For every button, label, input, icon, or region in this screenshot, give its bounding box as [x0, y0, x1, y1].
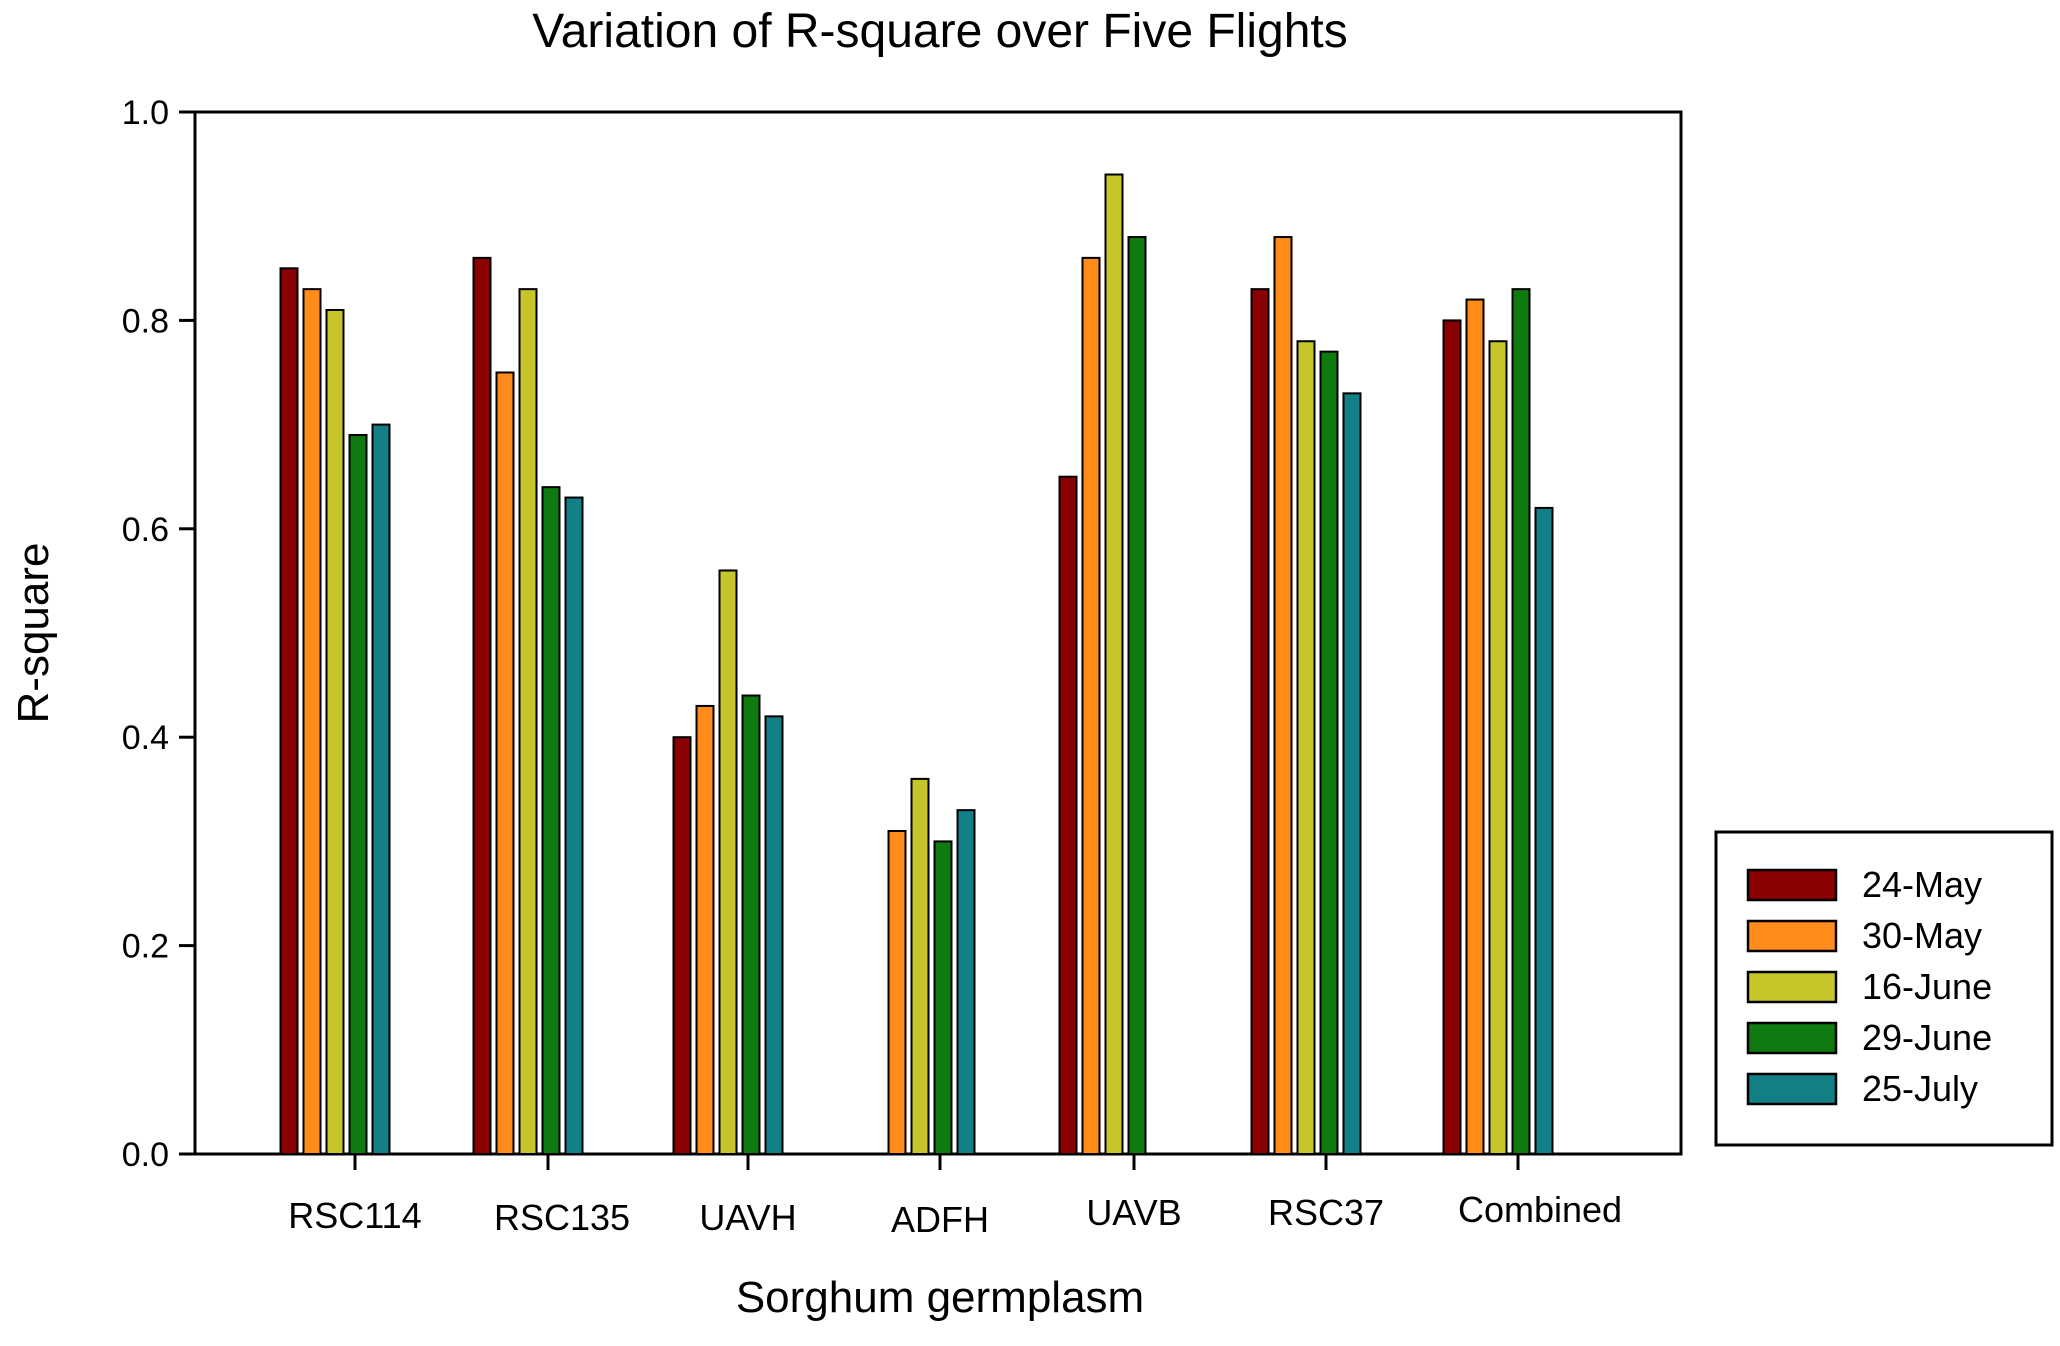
bar-adfh-29-june: [933, 840, 953, 1156]
bar-rsc114-30-may: [302, 288, 322, 1155]
y-tick-label: 0.6: [122, 511, 169, 549]
y-axis: 0.0 0.2 0.4 0.6 0.8 1.0: [122, 94, 195, 1174]
bar-uavb-29-june: [1127, 236, 1147, 1156]
legend-label: 24-May: [1862, 864, 1982, 905]
bar-rsc37-29-june: [1319, 350, 1339, 1156]
bar-rsc37-24-may: [1250, 288, 1270, 1155]
bar-rsc37-16-june: [1296, 340, 1316, 1155]
bar-adfh-30-may: [887, 829, 907, 1155]
bar-uavh-25-july: [764, 715, 784, 1155]
x-tick-label: ADFH: [891, 1199, 989, 1240]
bar-rsc135-30-may: [495, 371, 515, 1155]
x-tick-label: UAVB: [1086, 1192, 1181, 1233]
y-tick-label: 0.8: [122, 302, 169, 340]
bar-rsc135-25-july: [564, 496, 584, 1156]
y-axis-label: R-square: [9, 543, 58, 724]
bar-uavh-29-june: [741, 694, 761, 1156]
bar-combined-25-july: [1534, 506, 1554, 1155]
legend-label: 30-May: [1862, 915, 1982, 956]
bar-rsc135-24-may: [472, 256, 492, 1155]
legend-label: 25-July: [1862, 1068, 1978, 1109]
bar-combined-16-june: [1488, 340, 1508, 1155]
bar-rsc37-30-may: [1273, 236, 1293, 1156]
bar-rsc114-25-july: [371, 423, 391, 1156]
bar-combined-30-may: [1465, 298, 1485, 1155]
legend-label: 16-June: [1862, 966, 1992, 1007]
x-tick-label: RSC37: [1268, 1192, 1384, 1233]
bar-uavb-24-may: [1058, 475, 1078, 1155]
bar-uavh-30-may: [695, 704, 715, 1155]
bar-adfh-16-june: [910, 777, 930, 1155]
x-tick-label: RSC135: [494, 1197, 630, 1238]
bar-uavh-24-may: [672, 736, 692, 1155]
legend-swatch-16-june: [1746, 970, 1838, 1004]
chart-title: Variation of R-square over Five Flights: [532, 5, 1347, 58]
bar-adfh-25-july: [956, 809, 976, 1155]
x-tick-label: RSC114: [288, 1195, 421, 1236]
bar-rsc135-29-june: [541, 486, 561, 1155]
legend-swatch-29-june: [1746, 1021, 1838, 1055]
y-tick-label: 0.0: [122, 1136, 169, 1174]
bar-combined-24-may: [1442, 319, 1462, 1155]
x-axis: RSC114 RSC135 UAVH ADFH UAVB RSC37 Combined: [288, 1154, 1622, 1240]
bar-uavh-16-june: [718, 569, 738, 1155]
bar-rsc135-16-june: [518, 288, 538, 1155]
bar-rsc114-16-june: [325, 308, 345, 1156]
legend-swatch-24-may: [1746, 868, 1838, 902]
x-axis-label: Sorghum germplasm: [736, 1273, 1144, 1322]
bar-rsc37-25-july: [1342, 392, 1362, 1155]
bars-layer: [279, 173, 1554, 1156]
bar-uavb-30-may: [1081, 256, 1101, 1155]
legend: 24-May 30-May 16-June 29-June 25-July: [1714, 830, 2054, 1147]
legend-label: 29-June: [1862, 1017, 1992, 1058]
x-tick-label: Combined: [1458, 1189, 1622, 1230]
y-tick-label: 1.0: [122, 94, 169, 132]
y-tick-label: 0.2: [122, 928, 169, 966]
bar-rsc114-24-may: [279, 267, 299, 1155]
bar-combined-29-june: [1511, 288, 1531, 1155]
bar-uavb-16-june: [1104, 173, 1124, 1155]
bar-rsc114-29-june: [348, 434, 368, 1155]
legend-swatch-25-july: [1746, 1072, 1838, 1106]
y-tick-label: 0.4: [122, 719, 169, 757]
x-tick-label: UAVH: [699, 1197, 796, 1238]
legend-swatch-30-may: [1746, 919, 1838, 953]
